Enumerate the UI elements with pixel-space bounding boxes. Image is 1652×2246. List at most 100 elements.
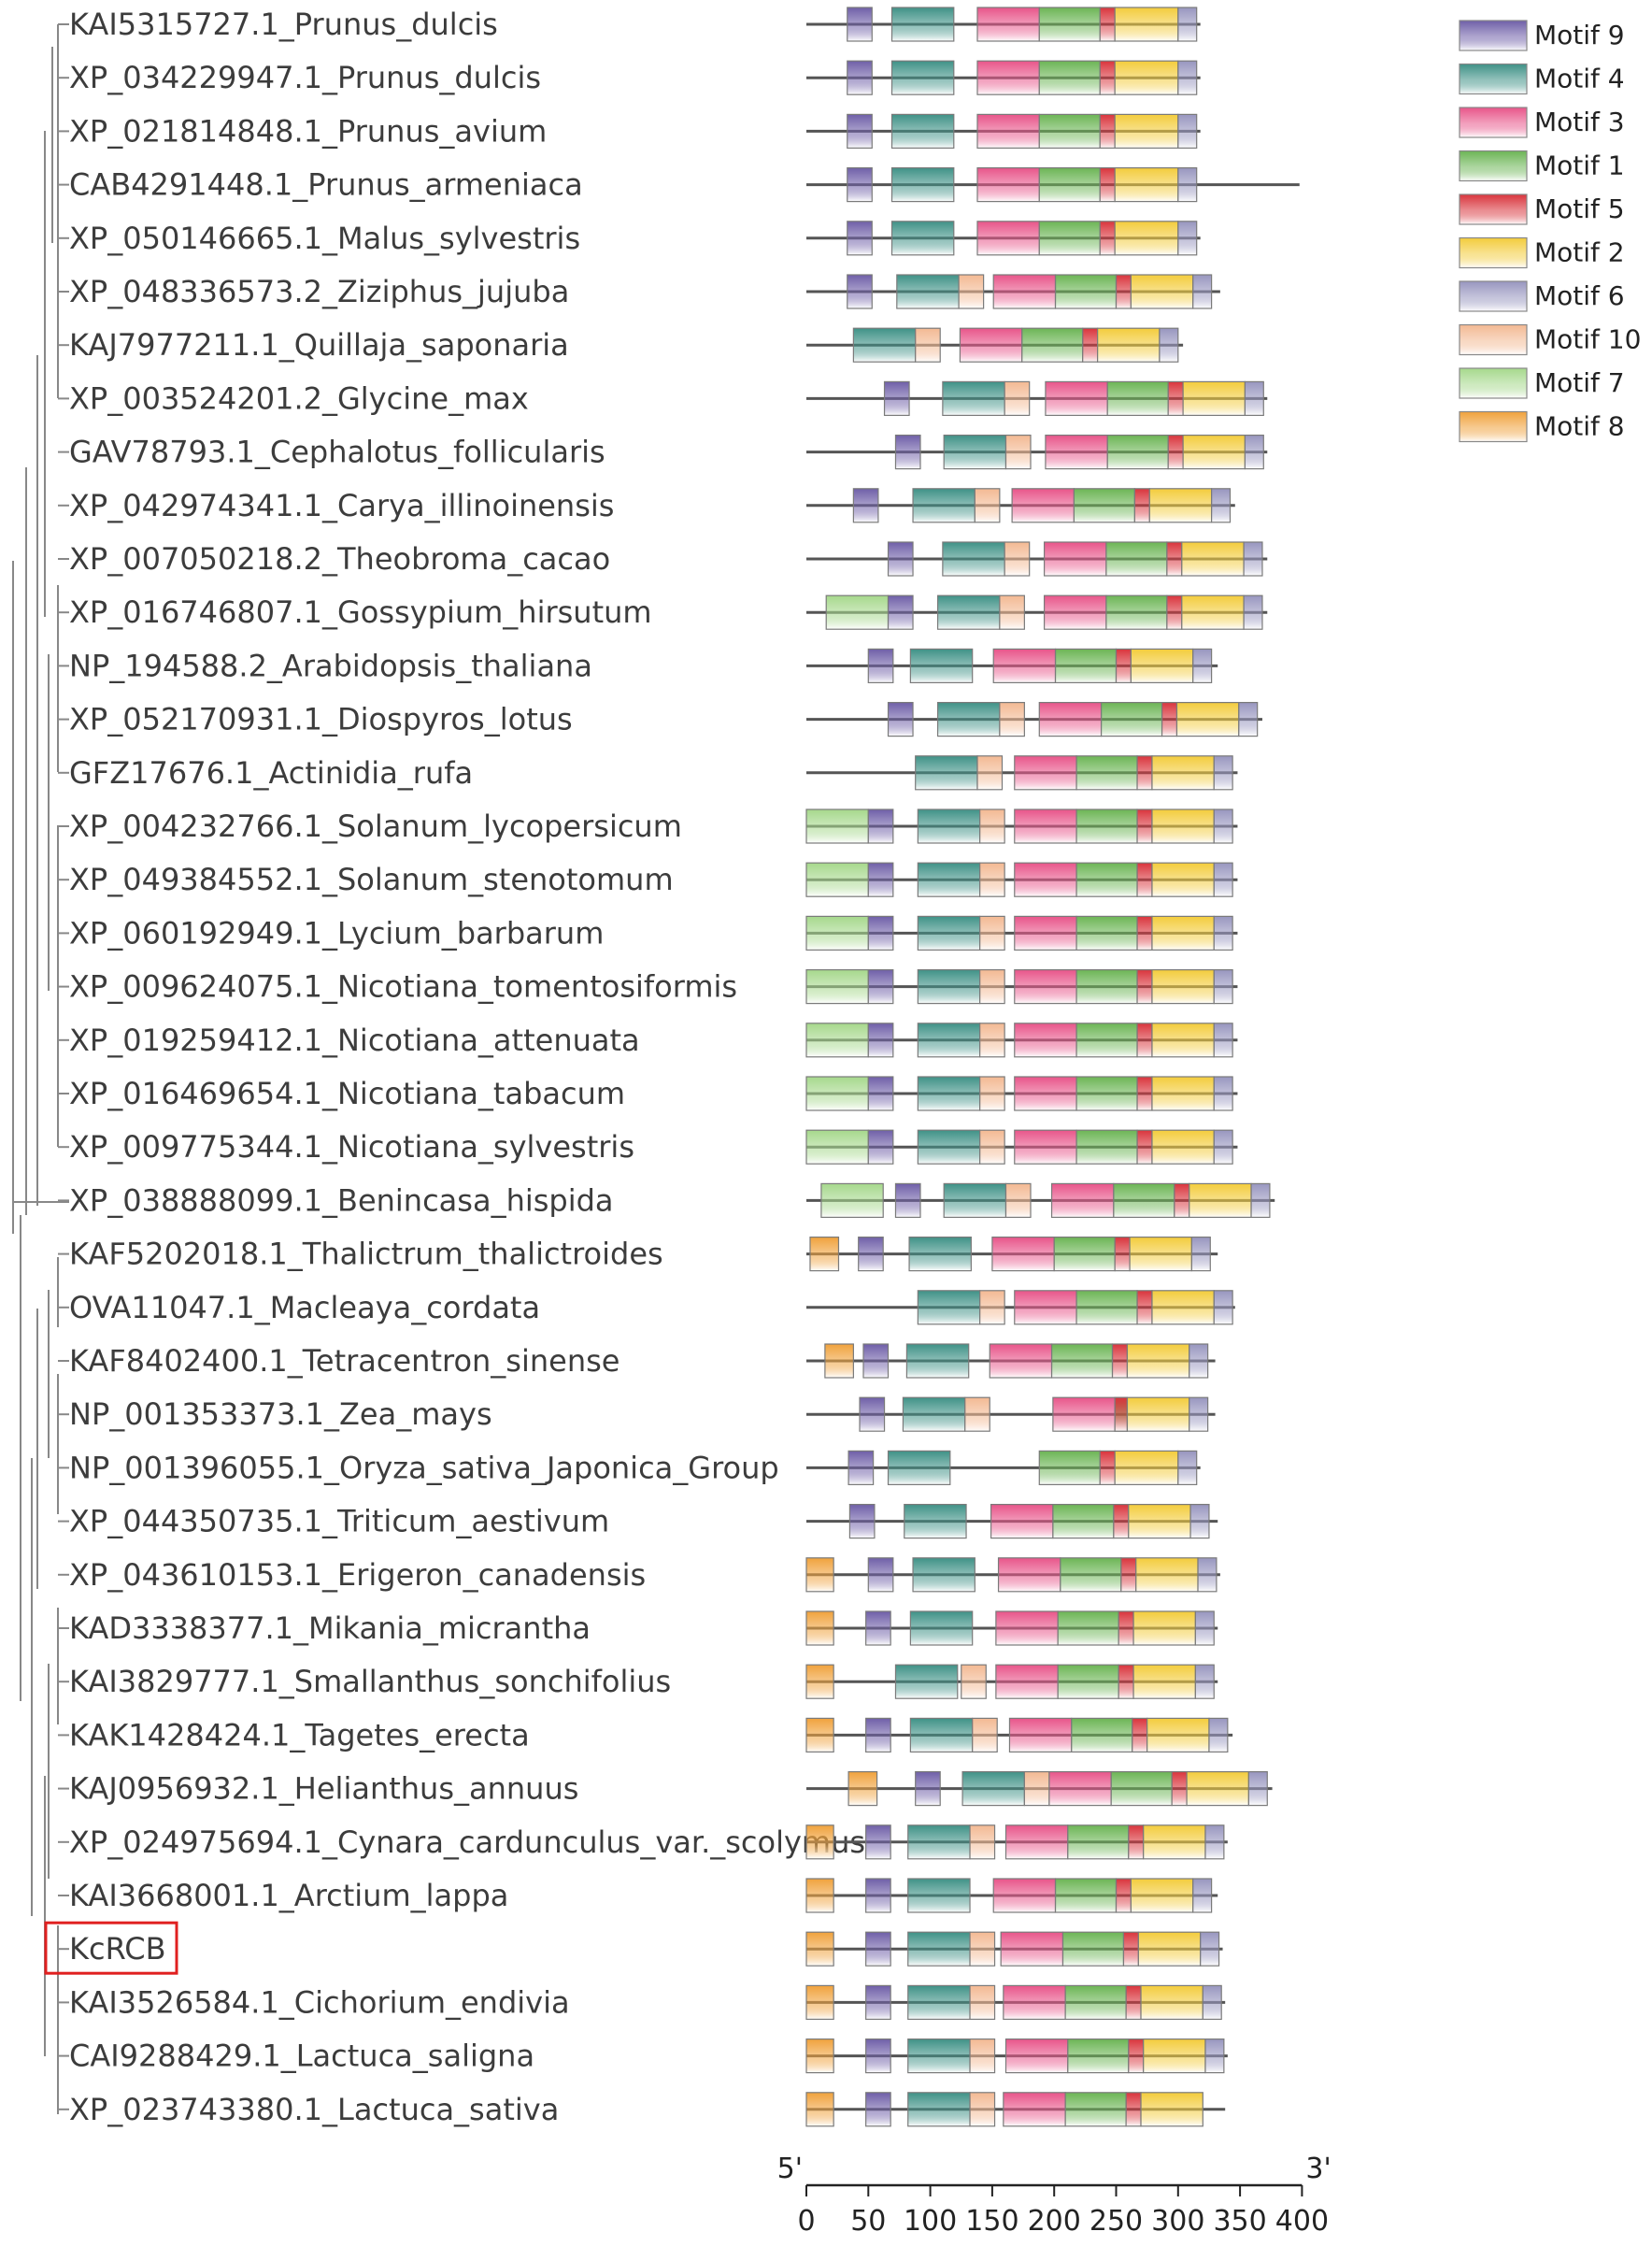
motif-5-box — [1166, 594, 1183, 630]
motif-3-box — [1050, 1182, 1115, 1219]
motif-2-box — [1143, 2039, 1206, 2074]
motif-4-box — [907, 1984, 971, 2020]
motif-5-box — [1114, 1236, 1131, 1272]
motif-5-box — [1128, 2039, 1145, 2074]
motif-4-box — [912, 1557, 976, 1593]
motif-6-box — [1177, 7, 1198, 42]
protein-label: KAI3526584.1_Cichorium_endivia — [69, 1984, 570, 2020]
protein-label: KAI5315727.1_Prunus_dulcis — [69, 7, 498, 42]
protein-label: KAI3829777.1_Smallanthus_sonchifolius — [69, 1664, 671, 1699]
motif-9-box — [867, 1557, 894, 1593]
motif-3-box — [995, 1610, 1059, 1646]
motif-3-box — [1014, 808, 1077, 844]
motif-4-box — [908, 1236, 972, 1272]
legend-label: Motif 1 — [1534, 150, 1625, 181]
motif-1-box — [1067, 1824, 1130, 1860]
motif-9-box — [867, 1076, 894, 1111]
motif-2-box — [1114, 60, 1179, 95]
motif-6-box — [1177, 221, 1198, 256]
motif-9-box — [887, 701, 914, 737]
motif-5-box — [1136, 862, 1153, 897]
motif-9-box — [867, 862, 894, 897]
motif-5-box — [1174, 1182, 1190, 1219]
legend-swatch — [1459, 150, 1528, 182]
motif-6-box — [1238, 701, 1259, 737]
motif-10-box — [969, 1931, 996, 1967]
motif-8-box — [847, 1770, 878, 1807]
legend-label: Motif 5 — [1534, 193, 1625, 224]
protein-label: XP_004232766.1_Solanum_lycopersicum — [69, 808, 682, 844]
motif-5-box — [1128, 1824, 1145, 1860]
axis-tick-label: 250 — [1089, 2205, 1143, 2238]
motif-2-box — [1181, 594, 1245, 630]
protein-label: XP_021814848.1_Prunus_avium — [69, 113, 547, 149]
motif-9-box — [867, 1129, 894, 1165]
motif-8-box — [805, 1931, 834, 1967]
motif-2-box — [1114, 1450, 1179, 1486]
motif-1-box — [1075, 1129, 1138, 1165]
motif-5-box — [1099, 7, 1116, 42]
motif-3-box — [1008, 1717, 1073, 1753]
legend-label: Motif 10 — [1534, 324, 1641, 355]
motif-6-box — [1189, 1503, 1210, 1539]
motif-6-box — [1177, 113, 1198, 150]
motif-1-box — [1061, 1931, 1125, 1967]
motif-10-box — [999, 701, 1025, 737]
position-axis: 0 50 100 150 200 250 300 350 400 5' 3' — [777, 2153, 1332, 2238]
legend-swatch — [1459, 323, 1528, 356]
motif-6-box — [1213, 862, 1233, 897]
motif-6-box — [1190, 1236, 1211, 1272]
legend-swatch — [1459, 107, 1528, 138]
motif-10-box — [961, 1664, 987, 1699]
motif-6-box — [1213, 755, 1233, 791]
motif-1-box — [1038, 7, 1101, 42]
motif-3-box — [989, 1343, 1053, 1379]
motif-10-box — [976, 755, 1004, 791]
protein-label: XP_009624075.1_Nicotiana_tomentosiformis — [69, 969, 737, 1005]
motif-4-box — [909, 648, 974, 684]
motif-2-box — [1097, 327, 1161, 363]
motif-2-box — [1132, 1610, 1196, 1646]
motif-6-box — [1189, 1396, 1209, 1432]
motif-3-box — [1043, 541, 1107, 577]
motif-9-box — [865, 1717, 891, 1753]
motif-5-box — [1125, 1984, 1142, 2020]
motif-9-box — [847, 221, 873, 256]
protein-label: KAF5202018.1_Thalictrum_thalictroides — [69, 1237, 663, 1272]
motif-10-box — [969, 2039, 996, 2074]
motif-5-box — [1136, 1076, 1153, 1111]
motif-1-box — [1075, 1023, 1138, 1058]
motif-3-box — [1004, 1824, 1069, 1860]
motif-5-box — [1120, 1557, 1137, 1593]
motif-1-box — [1075, 968, 1138, 1005]
motif-3-box — [1004, 2039, 1069, 2074]
motif-1-box — [1060, 1557, 1122, 1593]
motif-3-box — [1014, 1076, 1077, 1111]
axis-tick-label: 100 — [904, 2205, 957, 2238]
motif-2-box — [1140, 2092, 1203, 2127]
motif-10-box — [979, 968, 1005, 1005]
motif-9-box — [867, 1023, 894, 1058]
motif-4-box — [917, 862, 981, 897]
legend-swatch — [1459, 20, 1528, 51]
motif-4-box — [907, 1824, 971, 1860]
motif-1-box — [1067, 2039, 1130, 2074]
motif-1-box — [1038, 167, 1101, 203]
protein-label: XP_048336573.2_Ziziphus_jujuba — [69, 274, 569, 309]
motif-5-box — [1136, 808, 1153, 844]
protein-label: XP_003524201.2_Glycine_max — [69, 380, 529, 416]
motif-2-box — [1151, 862, 1215, 897]
protein-label: KAK1428424.1_Tagetes_erecta — [69, 1717, 530, 1752]
motif-1-box — [1038, 221, 1101, 256]
motif-10-box — [964, 1396, 990, 1432]
motif-10-box — [972, 1717, 998, 1753]
axis-end-label: 3' — [1305, 2153, 1331, 2185]
motif-9-box — [887, 594, 914, 630]
motif-1-box — [1054, 1878, 1118, 1913]
motif-10-box — [969, 2092, 996, 2127]
motif-9-box — [848, 1503, 876, 1539]
motif-4-box — [902, 1396, 966, 1432]
motif-1-box — [1071, 1717, 1133, 1753]
motif-9-box — [865, 2039, 891, 2074]
protein-label: XP_009775344.1_Nicotiana_sylvestris — [69, 1129, 634, 1165]
